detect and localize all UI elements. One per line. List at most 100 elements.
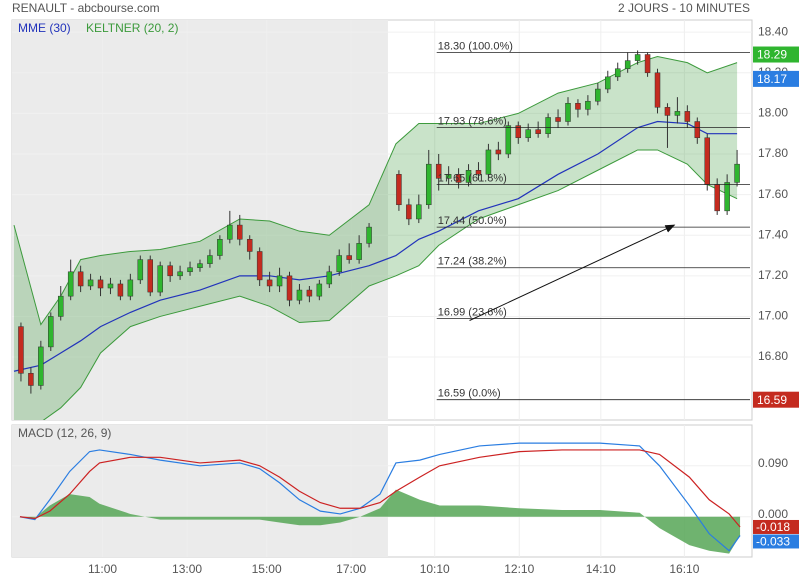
candle-body xyxy=(356,243,362,260)
candle-body xyxy=(525,129,531,139)
candle-body xyxy=(734,163,740,183)
candle-body xyxy=(445,174,452,179)
candle-body xyxy=(366,226,372,244)
previous-session xyxy=(12,20,388,420)
candle-body xyxy=(694,121,701,139)
candle-body xyxy=(256,251,263,281)
y2-tick-label: 0.090 xyxy=(758,456,788,470)
legend-entry: KELTNER (20, 2) xyxy=(86,21,178,35)
arrow xyxy=(469,224,676,321)
candle-body xyxy=(704,137,710,185)
x-tick-label: 11:00 xyxy=(88,562,117,576)
candle-body xyxy=(187,267,193,273)
x-tick-label: 12:10 xyxy=(504,562,534,576)
candle-body xyxy=(266,279,273,287)
chart-subtitle: 2 JOURS - 10 MINUTES xyxy=(618,1,750,15)
y-tick-label: 16.80 xyxy=(758,349,788,363)
macd-title: MACD (12, 26, 9) xyxy=(18,426,111,440)
fib-label: 17.44 (50.0%) xyxy=(438,215,507,227)
candle-body xyxy=(634,54,641,61)
candle-body xyxy=(684,111,691,122)
candle-body xyxy=(416,204,422,220)
candle-body xyxy=(575,102,581,110)
fib-label: 17.65 (61.8%) xyxy=(438,172,507,184)
candle-body xyxy=(595,88,601,102)
x-tick-label: 16:10 xyxy=(669,562,699,576)
y-tick-label: 17.40 xyxy=(758,227,788,241)
candle-body xyxy=(67,271,74,297)
candle-body xyxy=(644,54,651,74)
previous-session xyxy=(12,425,388,557)
price-tag xyxy=(753,391,799,408)
candle-body xyxy=(316,283,323,297)
price-tag-label: 16.59 xyxy=(757,393,787,407)
candle-body xyxy=(664,107,671,116)
y-tick-label: 17.00 xyxy=(758,309,788,323)
price-tag-label: 18.17 xyxy=(757,72,787,86)
candle-body xyxy=(485,149,492,175)
x-tick-label: 10:10 xyxy=(420,562,450,576)
candle-body xyxy=(77,271,84,287)
candle-body xyxy=(455,174,462,183)
chart-title: RENAULT - abcbourse.com xyxy=(12,1,160,15)
candle-body xyxy=(346,255,352,260)
x-tick-label: 14:10 xyxy=(586,562,616,576)
candle-body xyxy=(276,275,283,287)
price-tag-label: 18.29 xyxy=(757,48,787,62)
candle-body xyxy=(167,265,173,277)
candle-body xyxy=(505,125,512,155)
candle-body xyxy=(654,72,661,108)
fib-label: 17.24 (38.2%) xyxy=(438,256,507,268)
candle-body xyxy=(714,184,720,212)
candle-body xyxy=(18,326,24,374)
y-tick-label: 17.20 xyxy=(758,268,788,282)
candle-body xyxy=(515,125,522,139)
candle-body xyxy=(565,102,571,122)
candle-body xyxy=(555,117,561,122)
candle-body xyxy=(207,255,213,264)
candle-body xyxy=(465,170,472,183)
y-tick-label: 18.00 xyxy=(758,106,788,120)
candle-body xyxy=(614,68,621,78)
candle-body xyxy=(406,204,412,220)
candle-body xyxy=(396,174,402,206)
candle-body xyxy=(177,271,183,277)
legend-entry: MME (30) xyxy=(18,21,71,35)
macd-tag-label: -0.018 xyxy=(756,520,790,534)
candle-body xyxy=(137,259,144,281)
candle-body xyxy=(246,239,253,252)
candle-body xyxy=(724,182,730,212)
candle-body xyxy=(624,60,631,69)
candle-body xyxy=(306,289,313,297)
candle-body xyxy=(336,255,342,273)
macd-line xyxy=(19,442,741,552)
x-tick-label: 15:00 xyxy=(252,562,282,576)
candle-body xyxy=(38,346,44,386)
candle-body xyxy=(326,271,333,285)
candle-body xyxy=(535,129,541,134)
candle-body xyxy=(585,100,591,110)
y2-tick-label: 0.000 xyxy=(758,507,788,521)
y-tick-label: 18.40 xyxy=(758,24,788,38)
candle-body xyxy=(157,265,163,293)
candle-body xyxy=(217,239,223,256)
candle-body xyxy=(117,283,124,297)
candle-body xyxy=(435,163,442,179)
candle-body xyxy=(227,224,233,240)
candle-body xyxy=(147,259,154,293)
candle-body xyxy=(28,373,34,386)
fib-label: 17.93 (78.6%) xyxy=(438,116,507,128)
candle-body xyxy=(605,76,611,90)
candle-body xyxy=(237,224,243,240)
candle-body xyxy=(127,279,134,297)
candle-body xyxy=(674,111,681,116)
keltner-band xyxy=(13,56,738,420)
candle-body xyxy=(425,163,432,206)
x-tick-label: 13:00 xyxy=(172,562,202,576)
macd-line xyxy=(19,449,741,528)
fib-label: 18.30 (100.0%) xyxy=(438,40,513,52)
price-tag xyxy=(753,46,799,63)
main-plot xyxy=(12,20,752,420)
candle-body xyxy=(97,279,104,289)
